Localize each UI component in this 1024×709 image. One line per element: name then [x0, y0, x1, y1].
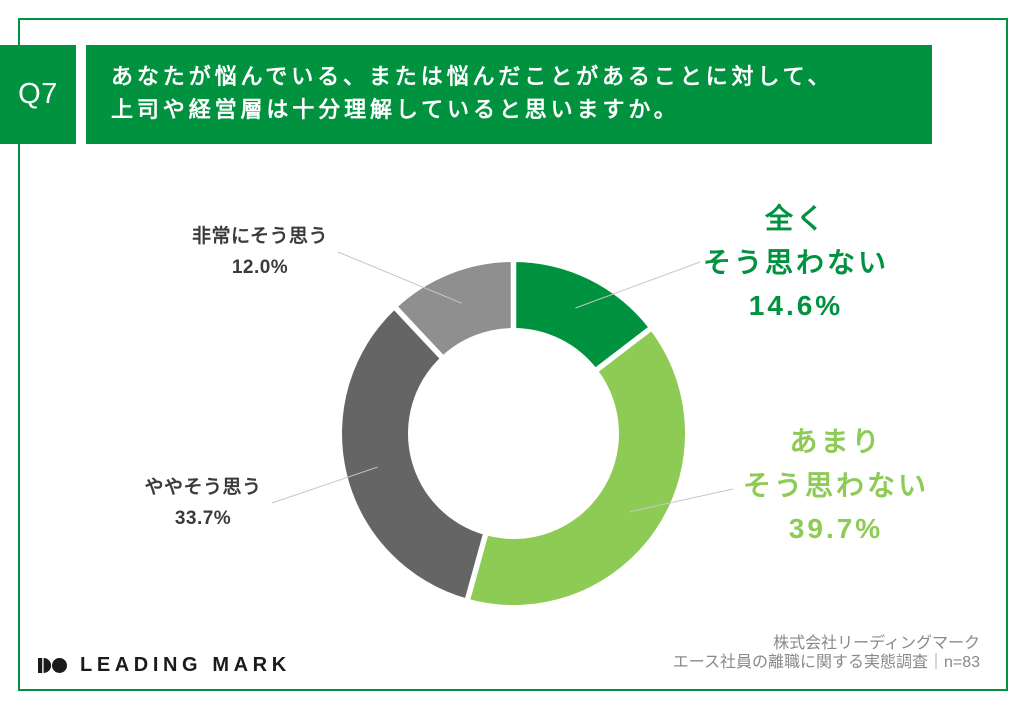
slice-separator [511, 325, 654, 436]
label-not-really-value: 39.7% [788, 513, 884, 544]
donut-slice-3 [396, 262, 514, 357]
label-very-agree-value: 12.0% [231, 257, 289, 278]
source-company: 株式会社リーディングマーク [773, 635, 980, 652]
label-somewhat-agree: ややそう思う 33.7% [83, 472, 323, 534]
label-not-at-all-value: 14.6% [748, 290, 844, 321]
leader-line-3 [337, 251, 463, 304]
source-note: 株式会社リーディングマーク エース社員の離職に関する実態調査｜n=83 [380, 634, 980, 672]
slice-separator [392, 304, 516, 436]
donut-slice-1 [467, 329, 686, 605]
label-not-really: あまり そう思わない 39.7% [706, 420, 966, 551]
leader-line-2 [271, 466, 378, 504]
question-title-line1: あなたが悩んでいる、または悩んだことがあることに対して、 [111, 63, 834, 89]
label-not-really-line1: あまり [789, 426, 883, 457]
label-somewhat-agree-text: ややそう思う [144, 477, 262, 498]
source-survey: エース社員の離職に関する実態調査｜n=83 [672, 654, 980, 671]
label-not-at-all: 全く そう思わない 14.6% [666, 197, 926, 328]
slide-border-frame [18, 18, 1008, 691]
donut-slice-2 [341, 308, 486, 599]
leading-mark-logo: LEADING MARK [38, 650, 291, 680]
label-very-agree-text: 非常にそう思う [191, 226, 329, 247]
donut-slice-0 [513, 262, 650, 370]
label-somewhat-agree-value: 33.7% [174, 508, 232, 529]
question-title-box: あなたが悩んでいる、または悩んだことがあることに対して、 上司や経営層は十分理解… [86, 45, 932, 144]
question-number-box: Q7 [0, 45, 76, 144]
label-not-really-line2: そう思わない [742, 469, 929, 501]
leader-line-1 [629, 488, 734, 513]
leading-mark-logo-icon [38, 657, 67, 673]
leading-mark-logo-text: LEADING MARK [80, 653, 291, 676]
leader-line-0 [575, 261, 701, 309]
question-title-line2: 上司や経営層は十分理解していると思いますか。 [111, 96, 680, 122]
label-very-agree: 非常にそう思う 12.0% [140, 221, 380, 283]
slice-separator [464, 432, 517, 603]
label-not-at-all-line2: そう思わない [702, 246, 889, 278]
question-number: Q7 [18, 78, 58, 110]
label-not-at-all-line1: 全く [764, 203, 827, 234]
